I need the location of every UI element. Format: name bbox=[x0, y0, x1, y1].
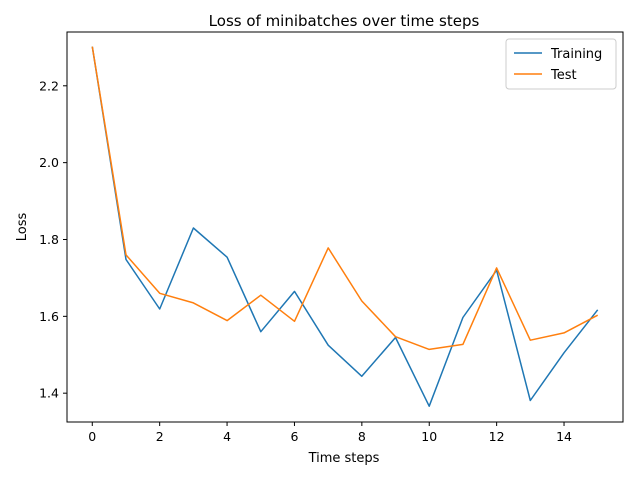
chart-title: Loss of minibatches over time steps bbox=[209, 12, 480, 30]
y-tick-label: 1.6 bbox=[39, 309, 59, 324]
legend-label-test: Test bbox=[550, 68, 577, 83]
x-tick-label: 2 bbox=[156, 429, 164, 444]
y-axis: 1.4 1.6 1.8 2.0 2.2 bbox=[39, 78, 67, 401]
x-tick-label: 12 bbox=[489, 429, 505, 444]
plot-frame bbox=[66, 31, 624, 423]
y-axis-label: Loss bbox=[15, 213, 30, 242]
x-tick-label: 8 bbox=[358, 429, 366, 444]
y-tick-label: 2.0 bbox=[39, 155, 59, 170]
x-tick-label: 0 bbox=[88, 429, 96, 444]
legend: Training Test bbox=[505, 38, 617, 90]
legend-label-training: Training bbox=[550, 47, 602, 62]
x-tick-label: 10 bbox=[421, 429, 437, 444]
x-axis-label: Time steps bbox=[308, 451, 380, 466]
plot-lines bbox=[91, 46, 599, 407]
series-line-test bbox=[91, 46, 599, 351]
x-tick-label: 14 bbox=[556, 429, 572, 444]
x-axis: 0 2 4 6 8 10 12 14 bbox=[88, 422, 572, 444]
x-tick-label: 4 bbox=[223, 429, 231, 444]
legend-box bbox=[505, 38, 617, 90]
y-tick-label: 1.8 bbox=[39, 232, 59, 247]
y-tick-label: 1.4 bbox=[39, 386, 59, 401]
y-tick-label: 2.2 bbox=[39, 78, 59, 93]
x-tick-label: 6 bbox=[290, 429, 298, 444]
series-line-training bbox=[91, 46, 599, 407]
